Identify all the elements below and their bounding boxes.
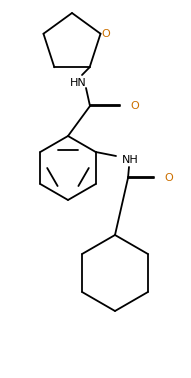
Text: O: O [130,101,139,111]
Text: NH: NH [122,155,139,165]
Text: O: O [164,173,173,183]
Text: O: O [102,29,110,39]
Text: HN: HN [70,78,86,88]
